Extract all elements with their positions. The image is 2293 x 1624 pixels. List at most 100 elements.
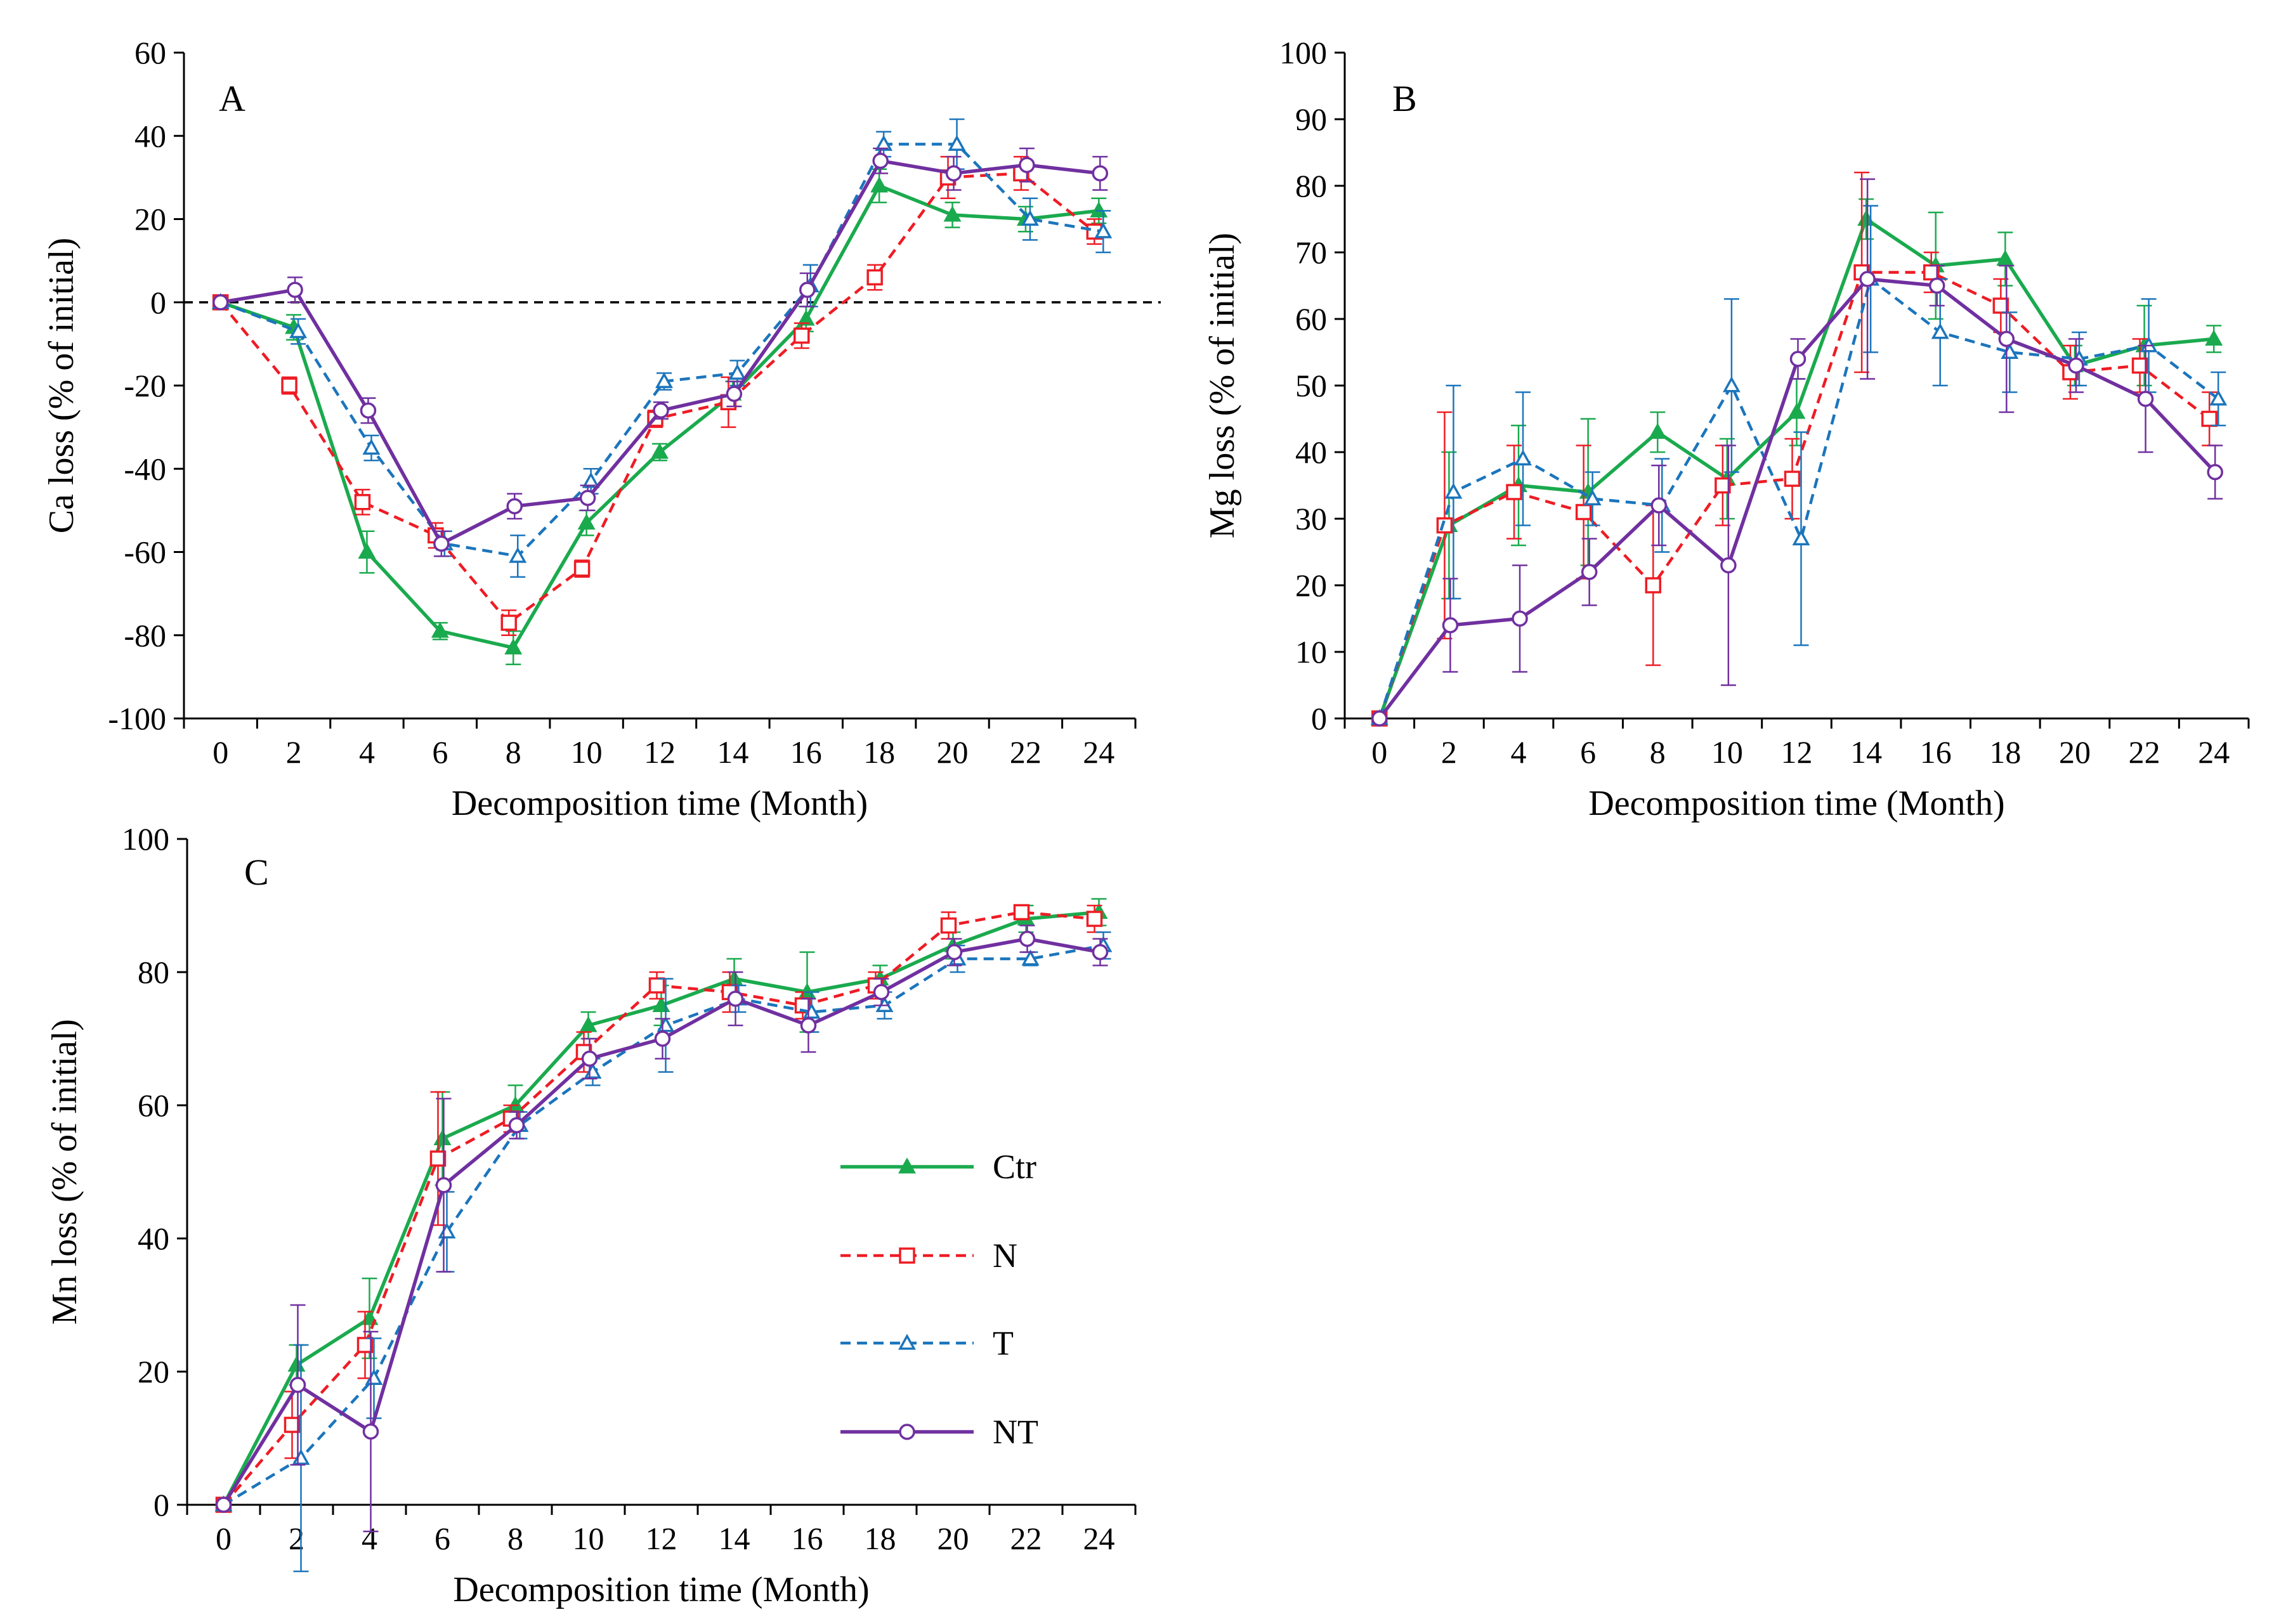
y-tick-label: 20: [1295, 568, 1327, 603]
x-tick-label: 0: [212, 734, 228, 770]
data-point-nt: [2207, 464, 2223, 481]
data-point-ctr: [870, 176, 889, 193]
data-point-n: [284, 1417, 301, 1433]
y-tick-label: 20: [134, 202, 166, 237]
data-point-t: [362, 438, 381, 455]
y-tick-label: -40: [124, 451, 166, 486]
y-axis-title: Mn loss (% of initial): [45, 1019, 84, 1325]
data-point-t: [875, 134, 893, 151]
x-tick-label: 22: [1010, 1521, 1042, 1556]
y-tick-label: 100: [122, 821, 169, 857]
data-point-n: [1992, 297, 2009, 314]
series-t: [211, 118, 1113, 578]
y-tick-label: 80: [1295, 168, 1327, 204]
legend-label: NT: [993, 1413, 1038, 1451]
x-tick-label: 4: [1511, 734, 1527, 770]
y-tick-label: 90: [1295, 101, 1327, 137]
data-point-nt: [362, 1423, 379, 1440]
y-tick-label: 30: [1295, 501, 1327, 536]
data-point-t: [948, 134, 966, 151]
data-point-nt: [215, 1497, 232, 1513]
data-point-ctr: [797, 309, 815, 326]
data-point-ctr: [652, 996, 670, 1013]
data-point-nt: [1442, 617, 1459, 633]
x-tick-label: 16: [790, 734, 822, 770]
x-tick-label: 18: [863, 734, 895, 770]
x-tick-label: 2: [289, 1521, 304, 1556]
data-point-ctr: [358, 542, 376, 559]
data-point-n: [1923, 264, 1940, 281]
x-tick-label: 14: [717, 734, 748, 770]
data-point-ctr: [287, 1355, 306, 1372]
data-point-nt: [1092, 944, 1109, 961]
x-axis-title: Decomposition time (Month): [1588, 784, 2004, 823]
data-point-t: [2209, 389, 2228, 406]
x-tick-label: 14: [1850, 734, 1882, 770]
x-tick-label: 22: [2129, 734, 2160, 770]
data-point-t: [1792, 529, 1810, 546]
data-point-t: [289, 322, 308, 339]
legend-marker: [898, 1157, 916, 1174]
data-point-n: [2131, 357, 2148, 374]
series-t: [214, 931, 1113, 1573]
data-point-nt: [873, 984, 890, 1001]
data-point-nt: [212, 294, 229, 311]
legend-label: N: [993, 1237, 1017, 1275]
data-point-nt: [435, 1177, 452, 1193]
data-point-ctr: [1649, 422, 1667, 439]
data-point-t: [728, 363, 747, 380]
data-point-nt: [653, 402, 669, 419]
data-point-n: [2201, 410, 2218, 427]
series-t: [1370, 205, 2228, 725]
y-tick-label: 100: [1279, 35, 1327, 70]
data-point-nt: [727, 991, 744, 1007]
data-point-nt: [872, 152, 889, 169]
data-point-nt: [2068, 357, 2084, 374]
x-tick-label: 20: [2059, 734, 2091, 770]
data-point-n: [500, 614, 517, 631]
data-point-nt: [581, 1050, 598, 1067]
x-tick-label: 6: [434, 1521, 450, 1556]
x-tick-label: 24: [1083, 734, 1114, 770]
data-point-t: [1094, 222, 1113, 238]
data-point-nt: [654, 1030, 671, 1047]
data-point-ctr: [577, 513, 596, 530]
series-line-n: [219, 172, 1095, 625]
data-point-n: [1506, 484, 1522, 500]
data-point-ctr: [433, 1129, 452, 1146]
x-tick-label: 20: [937, 1521, 969, 1556]
x-tick-label: 12: [644, 734, 676, 770]
data-point-t: [1931, 323, 1949, 339]
data-point-nt: [1092, 165, 1109, 182]
x-tick-label: 16: [1920, 734, 1952, 770]
series-line-ctr: [1378, 217, 2214, 719]
series-nt: [215, 925, 1109, 1533]
y-axis-title: Mg loss (% of initial): [1203, 233, 1242, 538]
x-tick-label: 24: [1083, 1521, 1115, 1556]
legend-marker: [899, 1247, 915, 1264]
x-tick-label: 24: [2198, 734, 2230, 770]
data-point-nt: [1371, 710, 1388, 727]
y-tick-label: 70: [1295, 235, 1327, 270]
x-axis-title: Decomposition time (Month): [452, 784, 868, 823]
data-point-nt: [433, 535, 450, 552]
data-point-ctr: [2205, 329, 2223, 346]
data-point-nt: [2137, 391, 2154, 407]
data-point-nt: [1650, 497, 1668, 514]
data-point-n: [1645, 577, 1662, 594]
y-tick-label: 20: [138, 1354, 169, 1389]
x-axis-title: Decomposition time (Month): [453, 1570, 869, 1609]
data-point-t: [1021, 949, 1040, 966]
legend-marker: [899, 1424, 915, 1440]
y-tick-label: 40: [138, 1221, 169, 1256]
data-point-n: [573, 561, 591, 577]
panel-label: B: [1392, 78, 1417, 119]
y-tick-label: 10: [1295, 634, 1327, 670]
y-tick-label: 60: [1295, 301, 1327, 337]
x-tick-label: 8: [1650, 734, 1666, 770]
y-tick-label: 0: [154, 1487, 169, 1523]
x-tick-label: 18: [865, 1521, 896, 1556]
y-tick-label: 80: [138, 954, 169, 990]
x-tick-label: 0: [1371, 734, 1387, 770]
